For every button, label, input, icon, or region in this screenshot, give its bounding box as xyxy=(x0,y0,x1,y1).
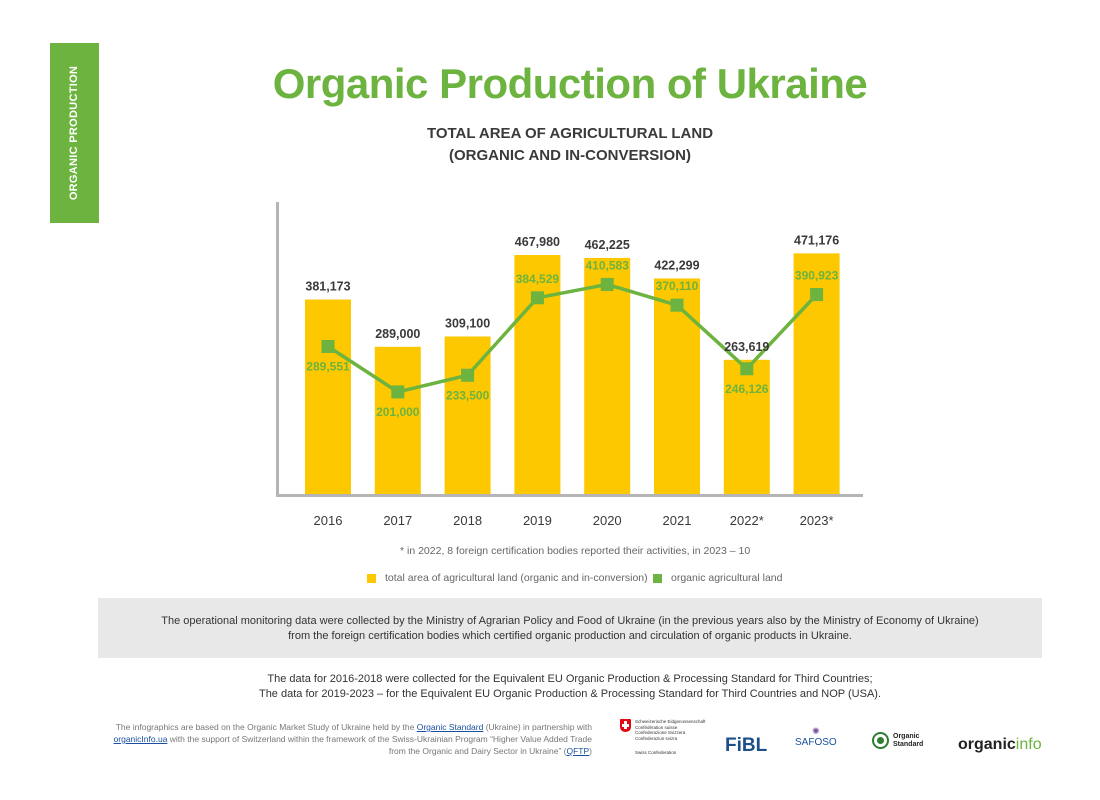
bar-2019 xyxy=(514,255,561,495)
line-marker xyxy=(600,277,614,291)
line-group xyxy=(321,277,824,399)
chart-subtitle-line1: TOTAL AREA OF AGRICULTURAL LAND xyxy=(426,125,714,142)
info-box: The operational monitoring data were col… xyxy=(98,598,1042,658)
fibl-logo: FiBL xyxy=(725,735,768,756)
line-value-label: 390,923 xyxy=(795,269,839,283)
x-tick-label: 2021 xyxy=(663,513,692,528)
organic-land-line xyxy=(327,282,818,394)
page-title: Organic Production of Ukraine xyxy=(272,60,868,107)
bar-value-label: 467,980 xyxy=(515,235,560,249)
x-tick-label: 2022* xyxy=(730,513,764,528)
swiss-line1: Schweizerische Eidgenossenschaft xyxy=(635,719,706,724)
x-tick-label: 2017 xyxy=(383,513,412,528)
x-tick-label: 2018 xyxy=(453,513,482,528)
swiss-confederation-logo: Schweizerische Eidgenossenschaft Confédé… xyxy=(620,719,706,756)
swiss-line4: Confederaziun svizra xyxy=(635,735,678,741)
chart-subtitle-line2: (ORGANIC AND IN-CONVERSION) xyxy=(449,147,691,164)
data-note: The data for 2016-2018 were collected fo… xyxy=(0,672,1100,702)
credits-part4: ) xyxy=(589,746,592,756)
line-value-label: 410,583 xyxy=(586,258,630,272)
organic-standard-emblem-icon xyxy=(872,732,889,749)
line-marker xyxy=(810,288,824,302)
bar-2016 xyxy=(305,299,351,495)
legend-swatch-total xyxy=(367,573,376,583)
labels-group: 381,173 2016 289,000 2017 309,100 2018 467,980… xyxy=(305,233,839,528)
oi-part1: organic xyxy=(958,736,1016,753)
bar-value-label: 462,225 xyxy=(585,238,630,252)
legend-swatch-organic xyxy=(653,573,662,583)
bar-value-label: 263,619 xyxy=(724,340,769,354)
bar-2020 xyxy=(584,257,631,495)
legend-item-organic: organic agricultural land xyxy=(653,572,782,584)
line-value-label: 233,500 xyxy=(446,388,490,402)
x-tick-label: 2020 xyxy=(593,513,622,528)
bar-value-label: 309,100 xyxy=(445,316,490,330)
credits-part1: The infographics are based on the Organi… xyxy=(115,722,417,732)
bar-value-label: 289,000 xyxy=(375,327,420,341)
bar-2017 xyxy=(374,346,421,495)
line-marker xyxy=(670,298,684,312)
x-axis-line xyxy=(276,494,863,497)
info-box-text: The operational monitoring data were col… xyxy=(161,615,979,642)
line-marker xyxy=(530,291,544,305)
line-value-label: 246,126 xyxy=(725,382,769,396)
organicinfo-link[interactable]: organicInfo.ua xyxy=(113,734,168,744)
line-value-label: 384,529 xyxy=(516,272,560,286)
data-note-line1: The data for 2016-2018 were collected fo… xyxy=(267,673,873,685)
y-axis-line xyxy=(276,202,279,497)
credits-part2: (Ukraine) in partnership with xyxy=(483,722,592,732)
safoso-label: SAFOSO xyxy=(795,737,837,748)
swiss-line2: Confédération suisse xyxy=(635,724,678,730)
oi-part2: info xyxy=(1015,736,1042,753)
chart-footnote: * in 2022, 8 foreign certification bodie… xyxy=(400,545,751,557)
swiss-line3: Confederazione Svizzera xyxy=(635,730,686,735)
line-marker xyxy=(740,362,754,376)
x-tick-label: 2016 xyxy=(314,513,343,528)
data-note-line2: The data for 2019-2023 – for the Equival… xyxy=(258,688,882,700)
line-marker xyxy=(391,385,405,399)
bar-2018 xyxy=(444,336,491,495)
qftp-link[interactable]: QFTP xyxy=(566,746,590,756)
line-value-label: 201,000 xyxy=(376,405,420,419)
organic-standard-logo: Organic Standard xyxy=(872,732,923,749)
legend-label-total: total area of agricultural land (organic… xyxy=(385,572,648,584)
organic-standard-link[interactable]: Organic Standard xyxy=(416,722,484,732)
os-line2: Standard xyxy=(893,740,924,748)
safoso-logo: ✺ SAFOSO xyxy=(795,726,837,748)
line-value-label: 370,110 xyxy=(656,279,699,293)
bar-value-label: 471,176 xyxy=(794,233,839,247)
axes-group xyxy=(276,202,863,497)
organicinfo-logo: organicinfo xyxy=(958,736,1042,754)
legend-label-organic: organic agricultural land xyxy=(671,572,783,584)
side-tab: ORGANIC PRODUCTION xyxy=(50,43,99,223)
bar-2021 xyxy=(654,278,700,495)
bar-value-label: 422,299 xyxy=(654,258,699,272)
line-value-label: 289,551 xyxy=(306,360,350,374)
swiss-sc: Swiss Confederation xyxy=(635,750,677,755)
x-tick-label: 2019 xyxy=(523,513,552,528)
credits-part3: with the support of Switzerland within t… xyxy=(167,734,592,756)
line-marker xyxy=(461,368,475,382)
legend-item-total: total area of agricultural land (organic… xyxy=(367,572,648,584)
line-marker xyxy=(321,340,335,354)
safoso-emblem-icon: ✺ xyxy=(812,726,820,736)
os-line1: Organic xyxy=(893,732,920,740)
credits-text: The infographics are based on the Organi… xyxy=(100,721,592,757)
bar-value-label: 381,173 xyxy=(305,280,350,294)
x-tick-label: 2023* xyxy=(800,513,834,528)
bar-2022 xyxy=(723,359,770,495)
swiss-flag-icon xyxy=(620,719,631,732)
bars-group xyxy=(305,253,840,495)
